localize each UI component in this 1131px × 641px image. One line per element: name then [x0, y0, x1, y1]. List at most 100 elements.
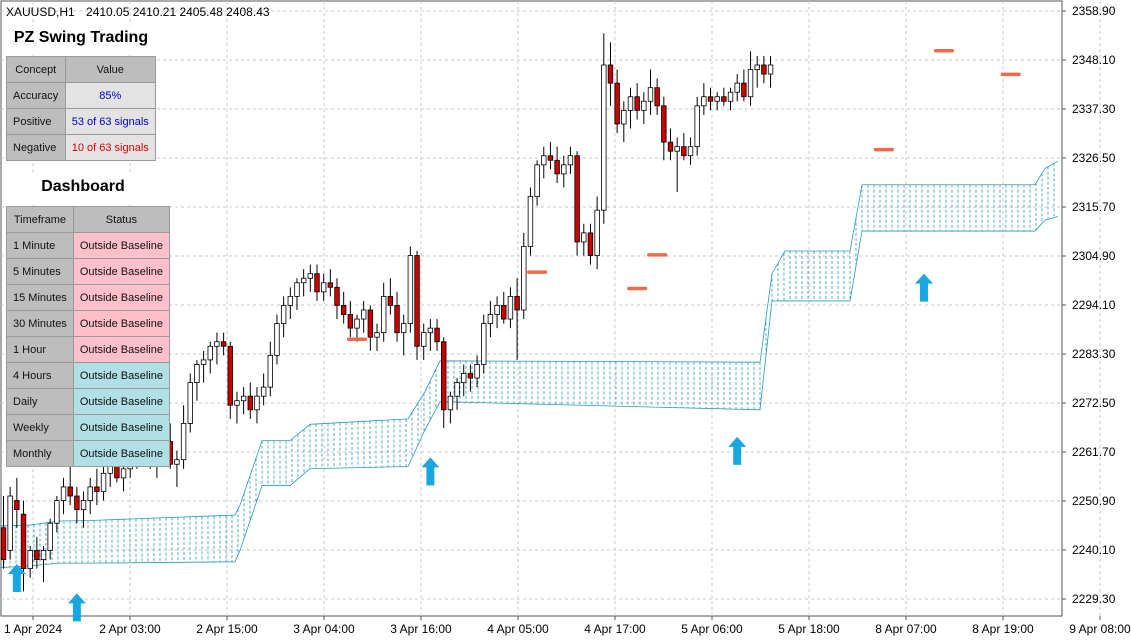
time-axis[interactable]: 1 Apr 2024 2 Apr 03:00 2 Apr 15:00 3 Apr 04…	[4, 616, 1131, 636]
concept-cell: Negative	[6, 134, 66, 161]
candle	[294, 278, 300, 310]
candle	[327, 269, 334, 297]
table-row: 5 Minutes Outside Baseline	[6, 258, 170, 285]
status-cell: Outside Baseline	[72, 414, 170, 441]
candle	[667, 128, 674, 161]
candle-body	[14, 500, 20, 511]
candle-body	[407, 255, 414, 325]
y-tick-label: 2229.30	[1072, 592, 1116, 606]
candle	[427, 319, 434, 351]
candle	[487, 300, 494, 338]
candle-body	[247, 395, 253, 411]
candle-body	[607, 64, 614, 84]
candle-body	[494, 305, 500, 315]
status-cell: Outside Baseline	[72, 232, 170, 259]
concept-cell: Accuracy	[6, 82, 66, 109]
candle-body	[67, 486, 73, 497]
band-lower-line	[0, 216, 1059, 569]
candle	[567, 146, 574, 174]
candle-body	[414, 255, 420, 347]
candle	[180, 405, 187, 469]
candle-body	[641, 100, 647, 111]
y-tick-label: 2348.10	[1072, 53, 1116, 67]
x-tick-label: 3 Apr 16:00	[390, 622, 452, 636]
candle	[47, 518, 53, 560]
sell-marker	[647, 253, 668, 257]
table-row: Accuracy 85%	[6, 82, 157, 109]
candle-body	[194, 364, 200, 383]
x-tick-label: 4 Apr 17:00	[584, 622, 646, 636]
grid-lines	[1, 1, 1101, 616]
table-row: 1 Hour Outside Baseline	[6, 336, 170, 363]
candle	[634, 83, 640, 120]
candle-body	[100, 472, 107, 492]
candle-body	[394, 305, 400, 334]
candle	[454, 378, 460, 410]
candle	[621, 101, 627, 143]
candle-body	[561, 164, 567, 175]
candle	[574, 151, 580, 256]
candle-body	[40, 550, 47, 560]
candle-body	[234, 400, 240, 406]
candle-body	[327, 282, 334, 288]
candle	[627, 87, 634, 129]
timeframe-cell: 4 Hours	[6, 362, 74, 389]
candle-body	[274, 323, 280, 356]
candle	[0, 496, 7, 569]
x-tick-label: 2 Apr 15:00	[196, 622, 258, 636]
candle-body	[747, 69, 754, 98]
candle	[741, 69, 747, 102]
y-tick-label: 2261.70	[1072, 445, 1116, 459]
candle	[414, 251, 420, 360]
y-tick-label: 2315.70	[1072, 200, 1116, 214]
candle-body	[674, 146, 680, 152]
candle-body	[334, 286, 340, 306]
candle-body	[374, 332, 380, 338]
candle	[194, 359, 200, 401]
candle-body	[87, 486, 93, 501]
candle-body	[80, 500, 87, 511]
dashboard-table: Timeframe Status 1 Minute Outside Baselin…	[6, 206, 170, 467]
candle	[507, 287, 514, 329]
price-axis[interactable]: 2358.90 2348.10 2337.30 2326.50 2315.70 2304.…	[1062, 4, 1116, 606]
candle-body	[734, 82, 740, 93]
status-cell: Outside Baseline	[72, 440, 170, 467]
candle-body	[260, 386, 267, 397]
candle	[694, 96, 700, 156]
candle-body	[581, 232, 587, 243]
candle-body	[180, 423, 187, 461]
y-tick-label: 2240.10	[1072, 543, 1116, 557]
candle-body	[441, 341, 447, 411]
candle-body	[541, 155, 547, 166]
candle-body	[340, 305, 347, 315]
timeframe-cell: Monthly	[6, 440, 74, 467]
candle-body	[594, 209, 600, 256]
symbol-label: XAUUSD,H1	[6, 5, 75, 19]
y-tick-label: 2272.50	[1072, 396, 1116, 410]
candle	[234, 391, 240, 424]
table-row: Positive 53 of 63 signals	[6, 108, 157, 135]
candle	[561, 155, 567, 188]
candle	[14, 477, 20, 528]
candle-body	[187, 382, 193, 424]
table-header-row: Timeframe Status	[6, 206, 170, 233]
candle-body	[120, 468, 127, 479]
candle	[280, 296, 287, 338]
candle	[74, 486, 80, 524]
col-value: Value	[64, 56, 157, 83]
svg-text:XAUUSD,H1 2410.05 2410.21: XAUUSD,H1 2410.05 2410.21 2405.48 2408.4…	[6, 5, 270, 19]
candle-body	[621, 109, 627, 125]
x-tick-label: 8 Apr 19:00	[972, 622, 1034, 636]
candle-body	[501, 305, 507, 320]
x-tick-label: 1 Apr 2024	[4, 622, 62, 636]
candle	[614, 69, 620, 134]
candle-body	[354, 318, 360, 329]
candle	[260, 373, 267, 406]
buy-arrow-icon	[7, 563, 26, 592]
candle	[587, 223, 594, 265]
plot-area[interactable]	[0, 0, 1063, 617]
col-concept: Concept	[6, 56, 66, 83]
candle-body	[454, 382, 460, 397]
candle	[494, 296, 500, 329]
